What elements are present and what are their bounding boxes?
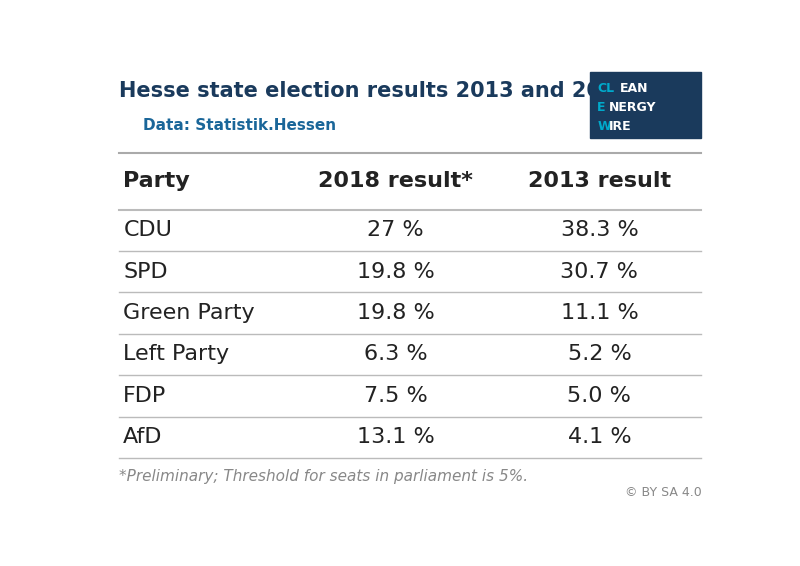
Text: CDU: CDU [123, 220, 172, 240]
Text: 30.7 %: 30.7 % [561, 261, 638, 282]
Text: FDP: FDP [123, 386, 166, 406]
Text: W: W [598, 120, 611, 133]
Text: 4.1 %: 4.1 % [567, 427, 631, 447]
Text: IRE: IRE [609, 120, 631, 133]
Text: 5.2 %: 5.2 % [567, 345, 631, 365]
Text: Left Party: Left Party [123, 345, 230, 365]
Text: NERGY: NERGY [609, 101, 656, 114]
Text: © BY SA 4.0: © BY SA 4.0 [625, 486, 702, 499]
Text: CL: CL [598, 82, 614, 95]
Text: 6.3 %: 6.3 % [364, 345, 427, 365]
Text: 19.8 %: 19.8 % [357, 303, 434, 323]
Text: 13.1 %: 13.1 % [357, 427, 434, 447]
Text: AfD: AfD [123, 427, 162, 447]
Text: Green Party: Green Party [123, 303, 255, 323]
FancyBboxPatch shape [590, 72, 702, 138]
Text: E: E [598, 101, 606, 114]
Text: 27 %: 27 % [367, 220, 424, 240]
Text: 11.1 %: 11.1 % [561, 303, 638, 323]
Text: *Preliminary; Threshold for seats in parliament is 5%.: *Preliminary; Threshold for seats in par… [118, 469, 528, 484]
Text: 7.5 %: 7.5 % [363, 386, 427, 406]
Text: 2018 result*: 2018 result* [318, 171, 473, 191]
Text: Hesse state election results 2013 and 2018: Hesse state election results 2013 and 20… [118, 81, 630, 101]
Text: 2013 result: 2013 result [528, 171, 671, 191]
Text: 5.0 %: 5.0 % [567, 386, 631, 406]
Text: Party: Party [123, 171, 190, 191]
Text: EAN: EAN [619, 82, 648, 95]
Text: Data: Statistik.Hessen: Data: Statistik.Hessen [143, 118, 337, 133]
Text: 38.3 %: 38.3 % [561, 220, 638, 240]
Text: 19.8 %: 19.8 % [357, 261, 434, 282]
Text: SPD: SPD [123, 261, 168, 282]
